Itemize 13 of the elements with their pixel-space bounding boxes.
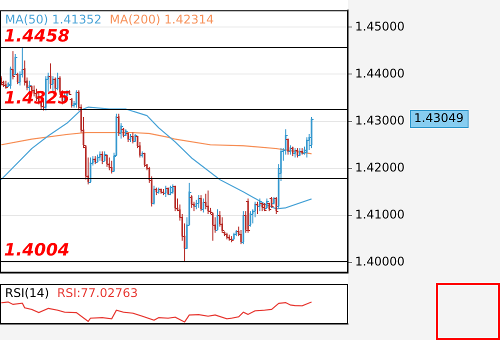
chart-title: RSI(14): [5, 286, 50, 300]
ref-line-label: 1.4458: [4, 26, 70, 46]
y-tick-label: 1.40000: [355, 254, 405, 269]
series-label: RSI:77.02763: [57, 286, 138, 300]
y-tick-label: 1.41000: [355, 208, 405, 222]
y-tick-label: 1.43000: [355, 113, 405, 128]
text: MA(50) 1.41352: [5, 12, 102, 26]
y-tick-label: 1.44000: [355, 66, 405, 80]
ref-line-label: 1.4004: [4, 240, 70, 260]
text: 1.43049: [414, 111, 464, 126]
y-tick-label: 1.42000: [355, 160, 405, 174]
text: MA(200) 1.42314: [110, 12, 214, 26]
y-tick-label: 1.45000: [355, 19, 405, 34]
